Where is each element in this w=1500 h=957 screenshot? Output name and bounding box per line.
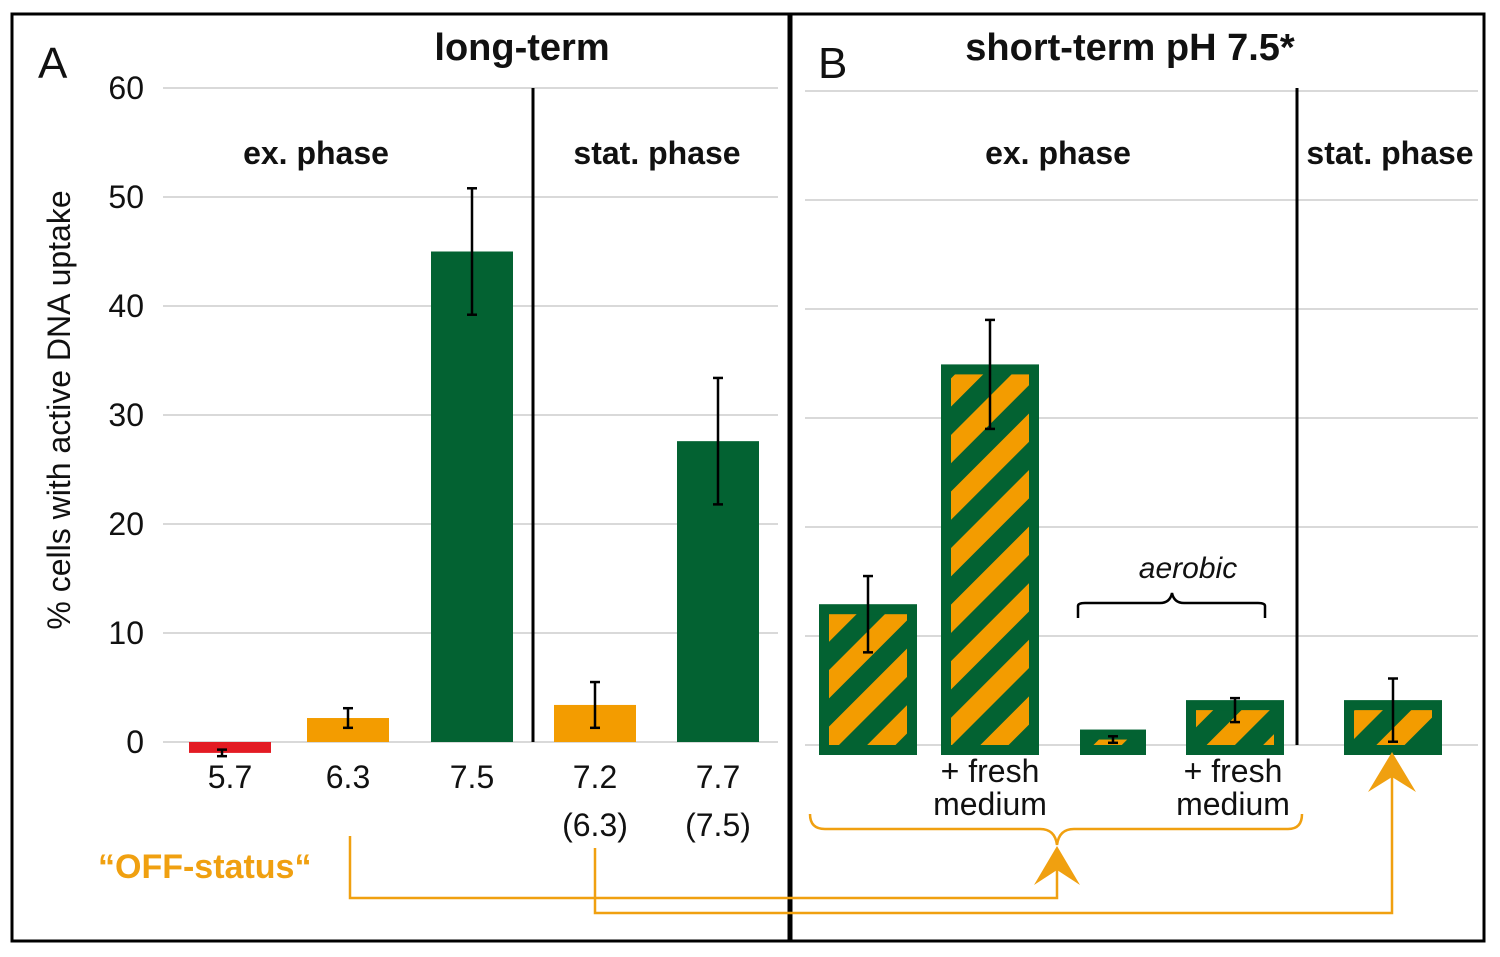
bars-panel-b [819,318,1442,756]
fresh-medium-label-2b: medium [1176,786,1290,822]
group-label-a-stat: stat. phase [573,135,740,171]
y-axis-title: % cells with active DNA uptake [41,190,77,629]
aerobic-bracket [1076,592,1267,618]
category-sublabel-a: (7.5) [685,807,751,843]
figure-frame [10,12,1486,943]
category-label-a: 7.2 [573,759,617,795]
y-tick-label: 50 [108,179,144,215]
group-label-b-stat: stat. phase [1306,135,1473,171]
y-tick-label: 60 [108,70,144,106]
y-tick-labels: 0 10 20 30 40 50 60 [108,70,144,760]
category-label-a: 7.7 [696,759,740,795]
fresh-medium-label-1a: + fresh [941,753,1040,789]
y-tick-label: 20 [108,506,144,542]
y-tick-label: 10 [108,615,144,651]
bar-a-6.3 [307,718,389,742]
y-tick-label: 30 [108,397,144,433]
y-tick-label: 40 [108,288,144,324]
category-label-a: 7.5 [450,759,494,795]
aerobic-label: aerobic [1139,552,1237,585]
bars-panel-a [189,187,759,758]
panel-label-a: A [38,39,68,88]
category-label-a: 5.7 [208,759,252,795]
connector-arrow-2 [1368,752,1416,792]
panel-title-b: short-term pH 7.5* [965,27,1295,69]
connector-6-3 [348,836,1059,900]
group-label-a-ex: ex. phase [243,135,389,171]
fresh-medium-label-2a: + fresh [1184,753,1283,789]
group-label-b-ex: ex. phase [985,135,1131,171]
y-tick-label: 0 [126,724,144,760]
off-status-label: “OFF-status“ [98,848,311,886]
panel-label-b: B [818,39,847,88]
panel-title-a: long-term [434,27,609,69]
connector-7-2 [593,770,1394,915]
fresh-medium-label-1b: medium [933,786,1047,822]
bar-a-5.7 [189,742,271,753]
category-labels-a: 5.7 6.3 7.5 7.2 (6.3) 7.7 (7.5) [208,759,751,843]
connector-arrow-1 [1034,846,1080,885]
category-label-a: 6.3 [326,759,370,795]
ex-phase-brace [808,813,1304,846]
bar-a-7.5 [431,251,513,742]
category-sublabel-a: (6.3) [562,807,628,843]
